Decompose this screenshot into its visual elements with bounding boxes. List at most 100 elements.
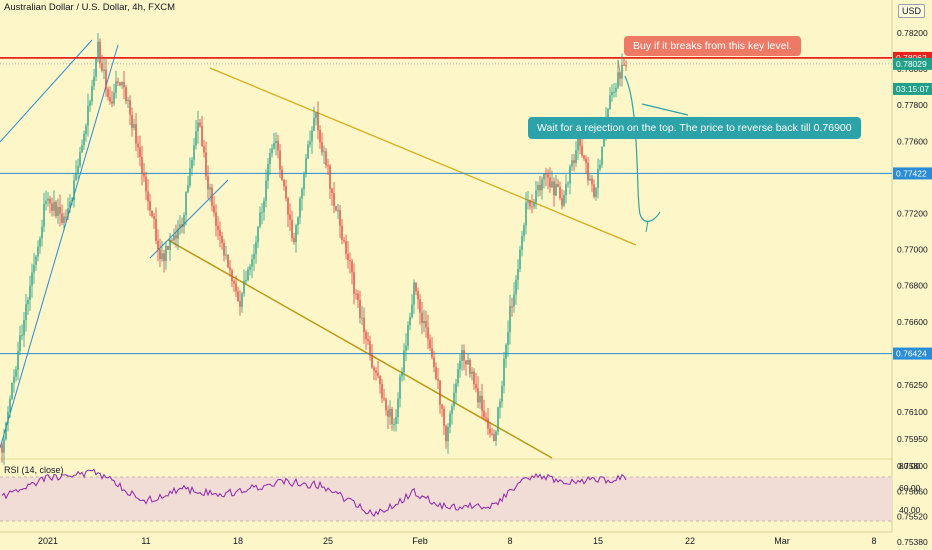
- candle-body[interactable]: [115, 81, 117, 93]
- candle-body[interactable]: [279, 150, 281, 170]
- candle-body[interactable]: [195, 131, 197, 146]
- candle-body[interactable]: [73, 180, 75, 201]
- candle-body[interactable]: [217, 225, 219, 230]
- candle-body[interactable]: [127, 99, 129, 101]
- candle-body[interactable]: [29, 285, 31, 300]
- candle-body[interactable]: [603, 136, 605, 147]
- candle-body[interactable]: [223, 242, 225, 256]
- candle-body[interactable]: [315, 112, 317, 118]
- candle-body[interactable]: [565, 184, 567, 196]
- candle-body[interactable]: [529, 200, 531, 207]
- candle-body[interactable]: [287, 198, 289, 215]
- candle-body[interactable]: [441, 404, 443, 409]
- candle-body[interactable]: [97, 41, 99, 59]
- candle-body[interactable]: [243, 281, 245, 294]
- candle-body[interactable]: [553, 181, 555, 196]
- candle-body[interactable]: [17, 351, 19, 370]
- candle-body[interactable]: [343, 239, 345, 241]
- candle-body[interactable]: [79, 152, 81, 166]
- candle-body[interactable]: [87, 105, 89, 126]
- candle-body[interactable]: [163, 253, 165, 262]
- candle-body[interactable]: [61, 213, 63, 223]
- candle-body[interactable]: [607, 108, 609, 118]
- candle-body[interactable]: [595, 188, 597, 197]
- candle-body[interactable]: [23, 319, 25, 336]
- candle-body[interactable]: [199, 122, 201, 126]
- candle-body[interactable]: [375, 370, 377, 373]
- candle-body[interactable]: [129, 99, 131, 115]
- candle-body[interactable]: [523, 225, 525, 237]
- candle-body[interactable]: [537, 185, 539, 191]
- candle-body[interactable]: [177, 228, 179, 239]
- candle-body[interactable]: [105, 69, 107, 90]
- candle-body[interactable]: [545, 173, 547, 175]
- candle-body[interactable]: [333, 193, 335, 207]
- candle-body[interactable]: [367, 338, 369, 342]
- candle-body[interactable]: [307, 144, 309, 159]
- candle-body[interactable]: [495, 431, 497, 441]
- candle-body[interactable]: [313, 117, 315, 131]
- candle-body[interactable]: [585, 158, 587, 163]
- candle-body[interactable]: [331, 188, 333, 194]
- candle-body[interactable]: [203, 146, 205, 153]
- candle-body[interactable]: [327, 165, 329, 167]
- candle-body[interactable]: [329, 165, 331, 189]
- price-tag[interactable]: [893, 82, 932, 95]
- candle-body[interactable]: [597, 168, 599, 189]
- candle-body[interactable]: [145, 176, 147, 192]
- candle-body[interactable]: [71, 200, 73, 202]
- candle-body[interactable]: [309, 141, 311, 145]
- candle-body[interactable]: [53, 201, 55, 211]
- candle-body[interactable]: [37, 246, 39, 257]
- candle-body[interactable]: [111, 101, 113, 104]
- candle-body[interactable]: [361, 317, 363, 319]
- candle-body[interactable]: [535, 190, 537, 203]
- candle-body[interactable]: [3, 439, 5, 453]
- forecast-curve[interactable]: [624, 75, 661, 222]
- candle-body[interactable]: [527, 200, 529, 203]
- candle-body[interactable]: [259, 212, 261, 227]
- candle-body[interactable]: [41, 226, 43, 239]
- candle-body[interactable]: [229, 267, 231, 271]
- candle-body[interactable]: [601, 146, 603, 165]
- candle-body[interactable]: [207, 176, 209, 190]
- candle-body[interactable]: [249, 266, 251, 270]
- candle-body[interactable]: [337, 210, 339, 212]
- candle-body[interactable]: [263, 200, 265, 213]
- candle-body[interactable]: [193, 145, 195, 160]
- candle-body[interactable]: [291, 219, 293, 239]
- candle-body[interactable]: [357, 293, 359, 301]
- candle-body[interactable]: [547, 174, 549, 178]
- candle-body[interactable]: [433, 357, 435, 368]
- candle-body[interactable]: [449, 413, 451, 427]
- candle-body[interactable]: [5, 422, 7, 440]
- candle-body[interactable]: [379, 375, 381, 385]
- candle-body[interactable]: [45, 200, 47, 204]
- candle-body[interactable]: [399, 376, 401, 399]
- candle-body[interactable]: [485, 417, 487, 419]
- candle-body[interactable]: [563, 195, 565, 206]
- candle-body[interactable]: [201, 125, 203, 147]
- candle-body[interactable]: [531, 206, 533, 208]
- candle-body[interactable]: [123, 82, 125, 88]
- candle-body[interactable]: [609, 95, 611, 109]
- candle-body[interactable]: [351, 261, 353, 273]
- candle-body[interactable]: [559, 187, 561, 199]
- candle-body[interactable]: [373, 367, 375, 371]
- candle-body[interactable]: [385, 399, 387, 411]
- candle-body[interactable]: [407, 325, 409, 346]
- candle-body[interactable]: [509, 306, 511, 333]
- candle-body[interactable]: [555, 184, 557, 196]
- candle-body[interactable]: [275, 140, 277, 143]
- candle-body[interactable]: [239, 301, 241, 307]
- ascending-channel-outer[interactable]: [0, 44, 119, 449]
- candle-body[interactable]: [397, 398, 399, 418]
- wait-annotation[interactable]: Wait for a rejection on the top. The pri…: [528, 117, 861, 139]
- candle-body[interactable]: [497, 407, 499, 432]
- candle-body[interactable]: [515, 279, 517, 295]
- candle-body[interactable]: [533, 202, 535, 207]
- candle-body[interactable]: [289, 214, 291, 220]
- candle-body[interactable]: [569, 166, 571, 184]
- candle-body[interactable]: [625, 64, 627, 66]
- candle-body[interactable]: [293, 238, 295, 243]
